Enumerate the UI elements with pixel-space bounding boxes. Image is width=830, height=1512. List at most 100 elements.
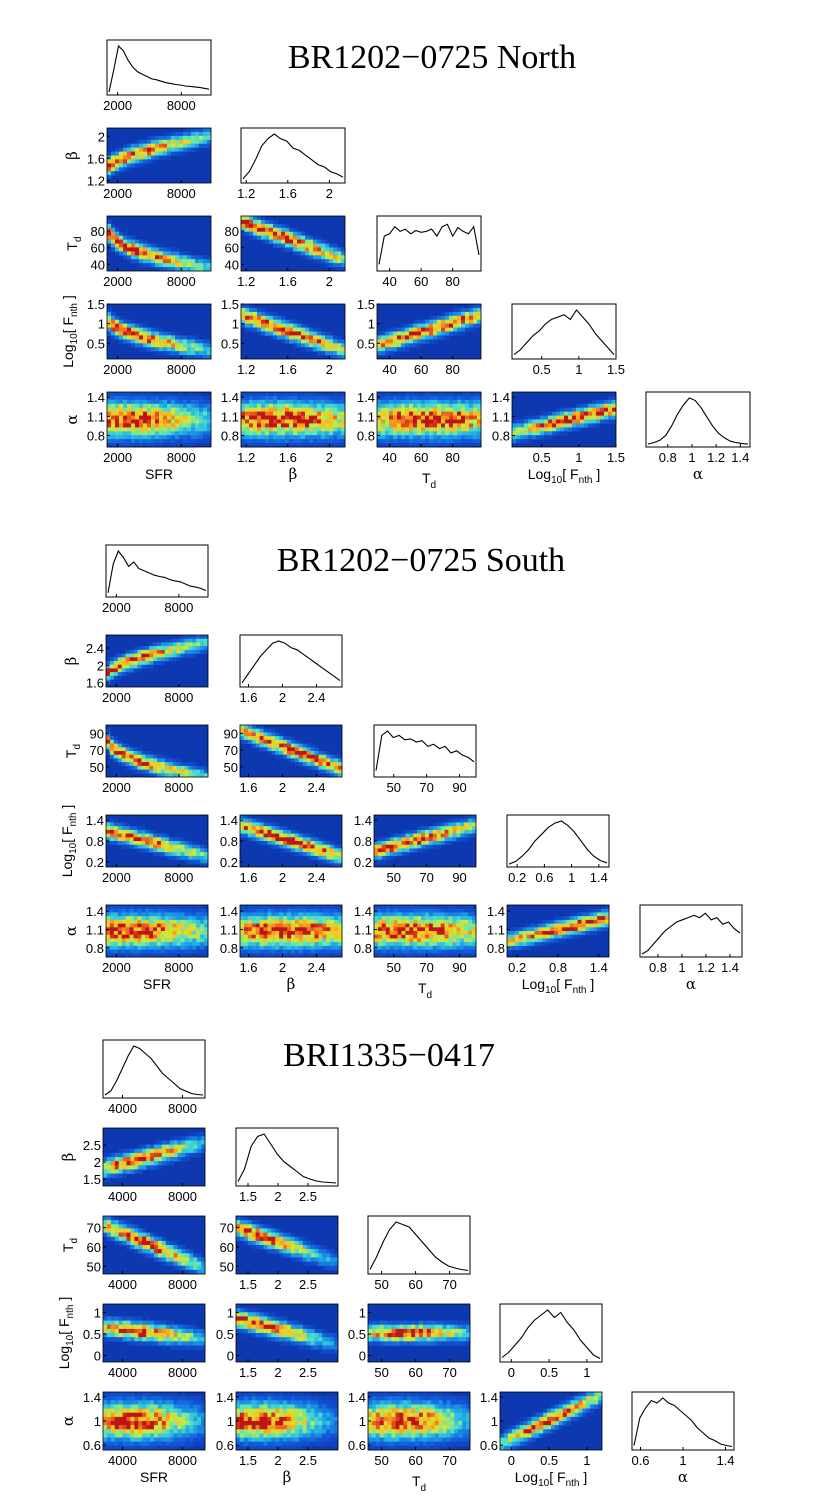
density-cell bbox=[161, 1161, 167, 1166]
density-cell bbox=[155, 423, 160, 428]
density-cell bbox=[269, 323, 274, 328]
density-cell bbox=[109, 923, 115, 928]
density-cell bbox=[460, 829, 465, 834]
density-cell bbox=[175, 147, 180, 152]
density-cell bbox=[113, 822, 119, 827]
density-cell bbox=[421, 949, 426, 954]
density-cell bbox=[329, 351, 334, 356]
density-cell bbox=[147, 147, 152, 152]
density-cell bbox=[191, 419, 196, 424]
density-cell bbox=[314, 905, 319, 910]
density-cell bbox=[477, 407, 482, 412]
density-cell bbox=[113, 661, 119, 666]
density-cell bbox=[381, 347, 386, 352]
density-cell bbox=[253, 427, 258, 432]
density-cell bbox=[330, 765, 335, 770]
density-cell bbox=[111, 231, 116, 236]
density-cell bbox=[147, 435, 152, 440]
density-cell bbox=[151, 147, 156, 152]
density-cell bbox=[596, 407, 601, 412]
density-cell bbox=[168, 931, 174, 936]
density-cell bbox=[271, 931, 276, 936]
density-cell bbox=[147, 151, 152, 156]
density-cell bbox=[241, 411, 246, 416]
density-cell bbox=[259, 736, 264, 741]
density-cell bbox=[477, 403, 482, 409]
density-cell bbox=[445, 431, 450, 436]
density-cell bbox=[171, 331, 176, 336]
density-cell bbox=[273, 327, 278, 332]
density-cell bbox=[265, 399, 270, 405]
density-cell bbox=[241, 304, 246, 309]
density-cell bbox=[338, 758, 343, 763]
density-cell bbox=[175, 419, 180, 424]
density-cell bbox=[279, 848, 284, 853]
density-cell bbox=[321, 255, 326, 260]
density-cell bbox=[589, 908, 594, 913]
density-cell bbox=[115, 331, 120, 336]
density-cell bbox=[180, 769, 185, 774]
density-cell bbox=[524, 415, 529, 420]
density-cell bbox=[318, 841, 323, 846]
density-cell bbox=[113, 657, 119, 662]
density-cell bbox=[310, 765, 315, 770]
density-cell bbox=[117, 841, 123, 846]
density-cell bbox=[169, 1152, 174, 1158]
density-cell bbox=[302, 931, 308, 936]
density-cell bbox=[199, 339, 204, 344]
density-cell bbox=[321, 443, 326, 448]
density-cell bbox=[275, 837, 280, 842]
density-cell bbox=[612, 395, 617, 401]
density-cell bbox=[397, 945, 402, 950]
density-cell bbox=[196, 855, 201, 860]
density-cell bbox=[464, 953, 469, 958]
density-cell bbox=[584, 411, 589, 416]
density-cell bbox=[207, 411, 212, 416]
density-cell bbox=[243, 833, 249, 838]
density-cell bbox=[558, 931, 563, 936]
density-cell bbox=[176, 852, 181, 857]
density-cell bbox=[150, 1144, 155, 1150]
density-cell bbox=[171, 399, 176, 405]
density-cell bbox=[309, 247, 314, 252]
density-cell bbox=[428, 938, 434, 943]
density-cell bbox=[204, 848, 209, 853]
density-cell bbox=[564, 407, 569, 412]
density-cell bbox=[572, 415, 577, 420]
density-cell bbox=[309, 243, 314, 248]
density-cell bbox=[596, 423, 601, 428]
density-cell bbox=[141, 912, 146, 917]
tick-label-alpha: 1.4 bbox=[220, 904, 238, 919]
density-cell bbox=[255, 908, 260, 913]
density-cell bbox=[397, 339, 402, 344]
density-cell bbox=[330, 938, 335, 943]
density-cell bbox=[271, 743, 276, 748]
density-cell bbox=[285, 439, 290, 444]
density-cell bbox=[192, 931, 197, 936]
density-cell bbox=[393, 942, 398, 947]
density-cell bbox=[187, 255, 192, 260]
density-cell bbox=[123, 415, 128, 420]
density-cell bbox=[241, 231, 246, 236]
density-cell bbox=[281, 427, 286, 432]
density-cell bbox=[168, 773, 174, 778]
density-cell bbox=[314, 844, 319, 849]
density-cell bbox=[125, 931, 130, 936]
density-cell bbox=[374, 848, 379, 853]
density-cell bbox=[111, 419, 116, 424]
density-cell bbox=[180, 844, 185, 849]
density-cell bbox=[283, 938, 288, 943]
hist-panel-Td: 50 70 90 bbox=[373, 724, 477, 795]
density-cell bbox=[191, 147, 196, 152]
density-cell bbox=[149, 938, 154, 943]
density-cell bbox=[397, 392, 402, 397]
density-cell bbox=[436, 923, 442, 928]
density-cell bbox=[437, 315, 442, 321]
density-cell bbox=[113, 818, 119, 823]
density-cell bbox=[330, 942, 335, 947]
density-cell bbox=[440, 942, 445, 947]
density-cell bbox=[337, 435, 342, 440]
density-cell bbox=[241, 307, 246, 313]
density-cell bbox=[171, 259, 176, 264]
density-cell bbox=[314, 908, 319, 913]
